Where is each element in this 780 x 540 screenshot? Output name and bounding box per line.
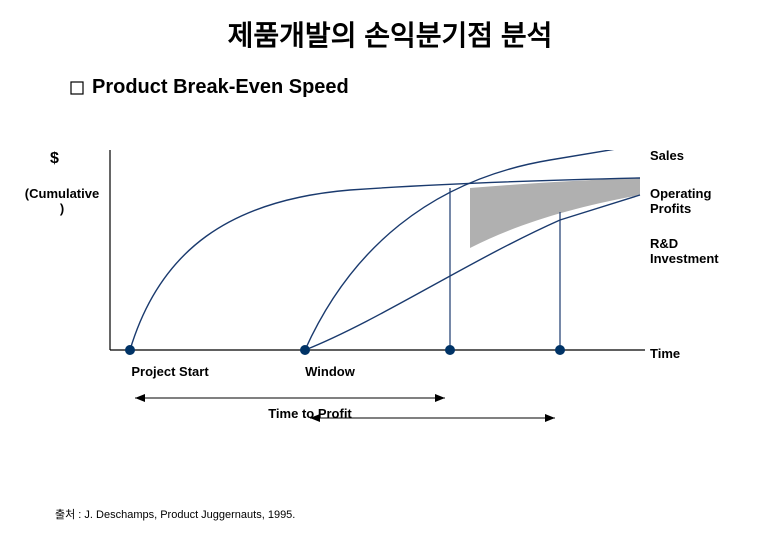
arrow-window	[135, 394, 445, 402]
bullet-icon	[70, 81, 84, 95]
dot-4	[555, 345, 565, 355]
label-window: Window	[290, 364, 370, 379]
subtitle: Product Break-Even Speed	[92, 76, 349, 99]
chart-svg	[50, 150, 730, 450]
subtitle-row: Product Break-Even Speed	[70, 76, 780, 99]
dot-2	[300, 345, 310, 355]
source-citation: 출처 : J. Deschamps, Product Juggernauts, …	[55, 506, 295, 522]
page-title: 제품개발의 손익분기점 분석	[0, 0, 780, 54]
chart-area: $ (Cumulative ) Sales Operating Profits …	[50, 150, 730, 410]
sales-curve	[305, 150, 640, 350]
shaded-region	[470, 178, 640, 248]
dot-project-start	[125, 345, 135, 355]
dot-3	[445, 345, 455, 355]
label-time-to-profit: Time to Profit	[250, 406, 370, 421]
label-project-start: Project Start	[110, 364, 230, 379]
